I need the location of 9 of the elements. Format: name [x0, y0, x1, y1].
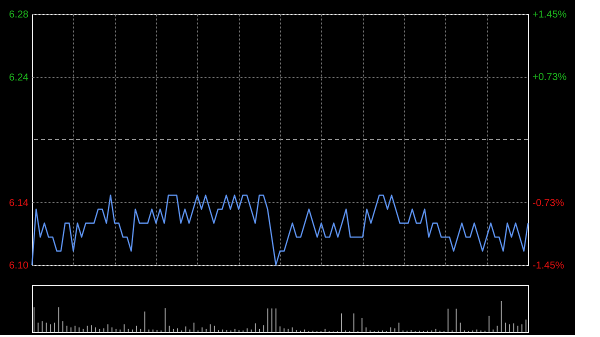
y-tick-label: 6.10: [9, 260, 29, 272]
y-tick-label: 6.14: [9, 198, 29, 209]
y-tick-label: 6.28: [9, 10, 29, 20]
y-tick-label: 6.24: [9, 72, 29, 84]
y2-tick-label: -0.73%: [532, 198, 564, 210]
line-series: [31, 194, 529, 266]
y2-tick-label: +1.45%: [532, 10, 567, 20]
y2-tick-label: +0.73%: [532, 72, 567, 83]
y2-tick-label: -1.45%: [532, 260, 564, 272]
